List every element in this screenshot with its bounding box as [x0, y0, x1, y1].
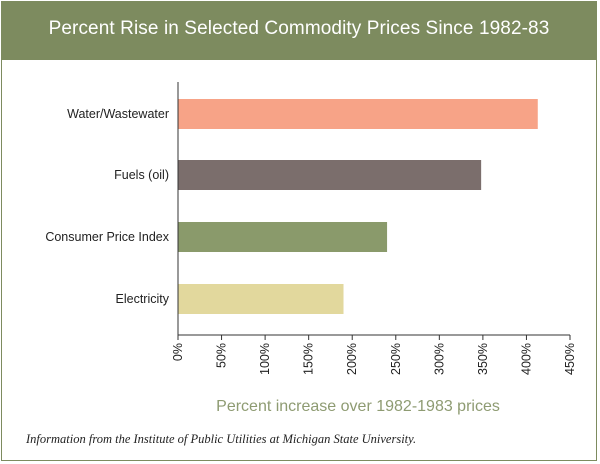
chart-title: Percent Rise in Selected Commodity Price… [48, 18, 550, 39]
x-tick-label: 450% [563, 343, 577, 375]
bar-consumer-price-index [178, 222, 388, 252]
category-label: Fuels (oil) [114, 168, 169, 182]
x-tick-label: 50% [215, 343, 229, 368]
x-tick-label: 0% [171, 343, 185, 361]
source-note: Information from the Institute of Public… [26, 432, 417, 446]
bar-water-wastewater [178, 99, 538, 129]
x-tick-label: 250% [389, 343, 403, 375]
bar-fuels-oil [178, 160, 482, 190]
title-bar: Percent Rise in Selected Commodity Price… [2, 2, 596, 60]
category-label: Electricity [116, 292, 170, 306]
x-axis-title: Percent increase over 1982-1983 prices [0, 398, 594, 416]
x-tick-label: 350% [476, 343, 490, 375]
bar-electricity [178, 284, 344, 314]
x-tick-label: 150% [302, 343, 316, 375]
x-tick-label: 400% [519, 343, 533, 375]
x-axis-title-text: Percent increase over 1982-1983 prices [216, 398, 500, 415]
category-label: Water/Wastewater [67, 107, 169, 121]
x-tick-label: 300% [432, 343, 446, 375]
category-label: Consumer Price Index [45, 230, 169, 244]
x-tick-label: 100% [258, 343, 272, 375]
x-tick-label: 200% [345, 343, 359, 375]
